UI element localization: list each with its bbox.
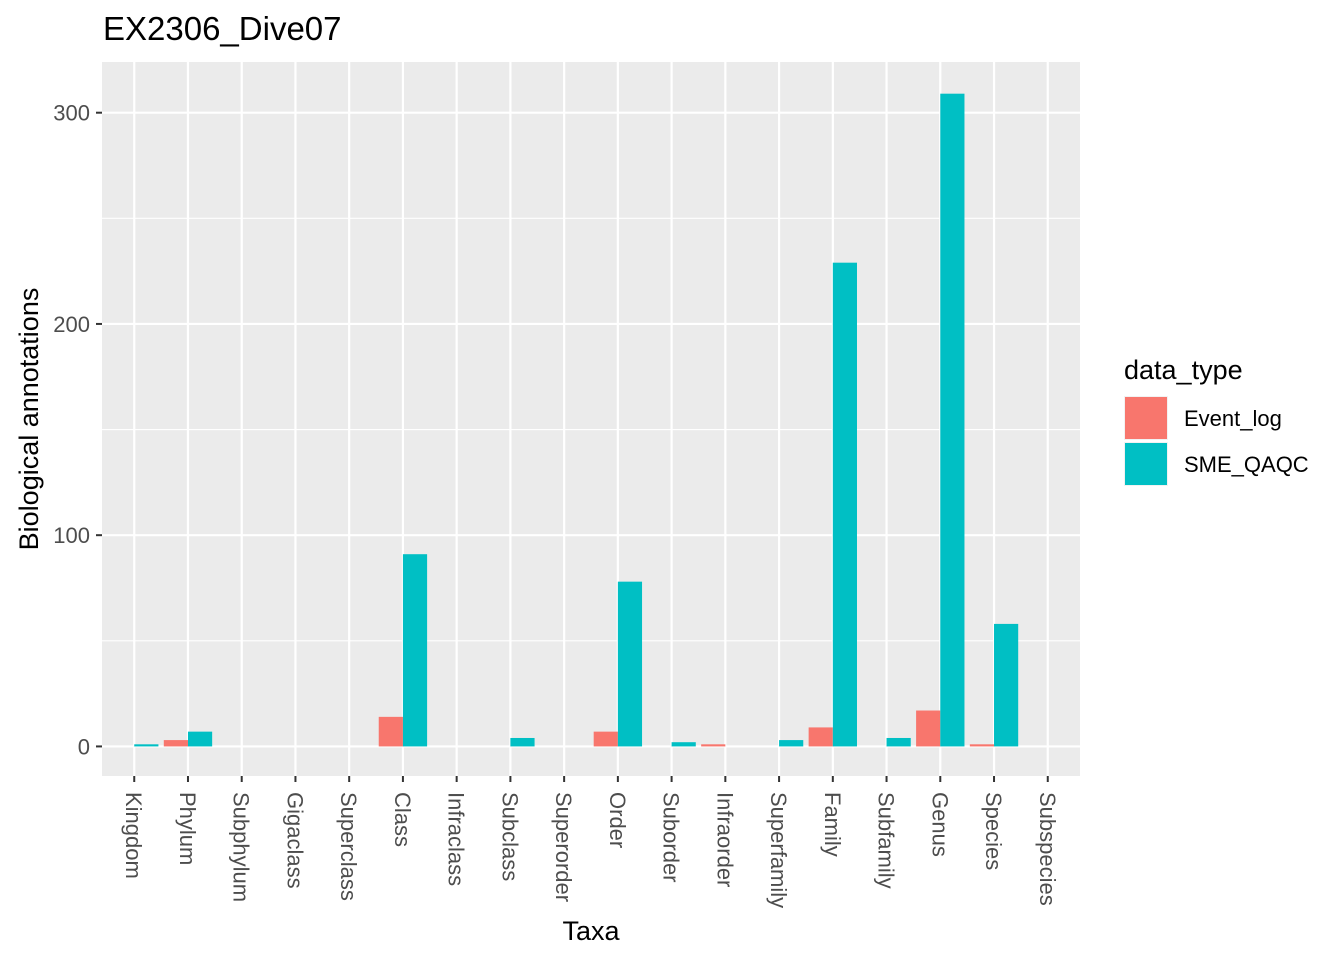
x-tick-label: Gigaclass — [282, 792, 307, 889]
bar — [134, 744, 159, 747]
y-tick-label: 100 — [53, 523, 90, 548]
x-tick-label: Infraclass — [444, 792, 469, 886]
y-axis-ticks: 0 100 200 300 — [53, 101, 102, 759]
bar — [163, 740, 188, 747]
legend-key-swatch — [1125, 443, 1167, 485]
minor-gridlines — [102, 217, 1080, 642]
x-tick-label: Infraorder — [712, 792, 737, 887]
bar — [994, 623, 1019, 747]
bar — [832, 262, 857, 747]
legend-label: SME_QAQC — [1184, 452, 1309, 477]
chart-title: EX2306_Dive07 — [103, 10, 342, 47]
x-tick-label: Species — [981, 792, 1006, 870]
legend-title: data_type — [1124, 355, 1243, 385]
bar — [940, 93, 965, 747]
x-tick-label: Subspecies — [1035, 792, 1060, 906]
x-tick-label: Suborder — [659, 792, 684, 883]
bar — [378, 716, 403, 747]
bars — [134, 93, 1019, 747]
bar — [617, 581, 643, 747]
x-tick-label: Class — [390, 792, 415, 847]
x-axis-ticks: Kingdom Phylum Subphylum Gigaclass Superclas… — [121, 776, 1060, 908]
x-axis-title: Taxa — [562, 916, 620, 946]
bar — [969, 744, 995, 747]
bar — [916, 710, 941, 747]
legend: data_type Event_log SME_QAQC — [1124, 355, 1309, 486]
x-tick-label: Order — [605, 792, 630, 848]
legend-key-swatch — [1125, 397, 1167, 439]
x-tick-label: Subphylum — [229, 792, 254, 902]
bar — [402, 554, 428, 747]
x-tick-label: Subclass — [497, 792, 522, 881]
x-tick-label: Kingdom — [121, 792, 146, 879]
y-tick-label: 300 — [53, 101, 90, 126]
y-tick-label: 0 — [78, 734, 90, 759]
legend-label: Event_log — [1184, 406, 1282, 431]
bar — [701, 744, 726, 747]
y-axis-title: Biological annotations — [14, 288, 44, 551]
x-tick-label: Genus — [927, 792, 952, 857]
x-tick-label: Superfamily — [766, 792, 791, 908]
bar — [779, 740, 804, 747]
bar — [808, 727, 833, 747]
x-tick-label: Superclass — [336, 792, 361, 901]
x-tick-label: Phylum — [175, 792, 200, 865]
bar — [671, 742, 696, 747]
y-tick-label: 200 — [53, 312, 90, 337]
plot-panel — [102, 62, 1080, 776]
bar — [510, 737, 535, 747]
x-tick-label: Superorder — [551, 792, 576, 902]
bar — [593, 731, 618, 747]
x-tick-label: Subfamily — [874, 792, 899, 889]
x-tick-label: Family — [820, 792, 845, 857]
bar — [886, 737, 911, 747]
bar — [187, 731, 213, 747]
